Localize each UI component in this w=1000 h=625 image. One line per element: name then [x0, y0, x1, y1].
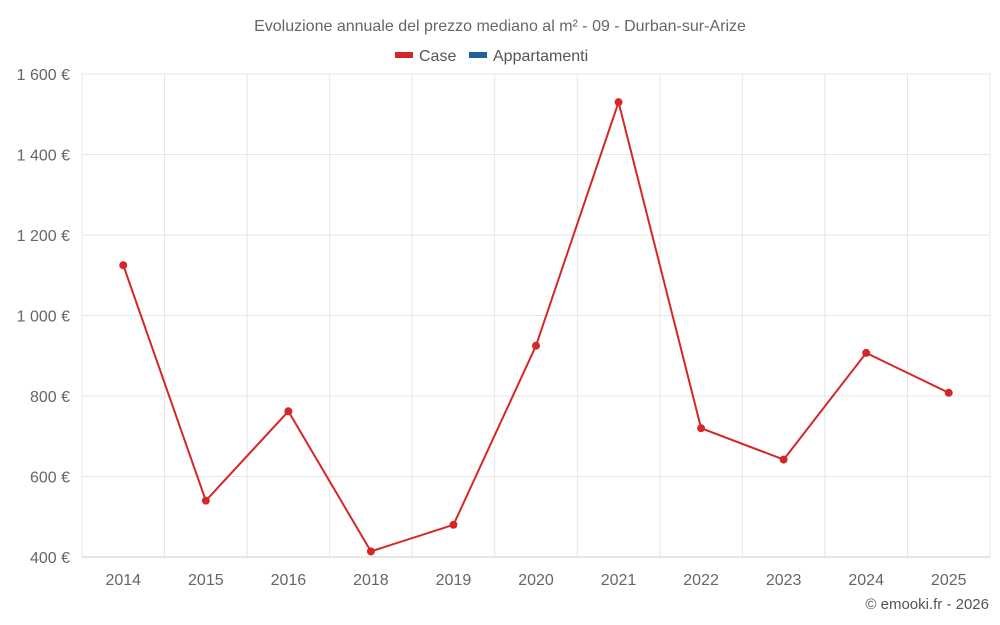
y-tick-label: 1 200 €: [17, 228, 70, 245]
x-tick-label: 2022: [683, 572, 719, 589]
legend-label-appartamenti: Appartamenti: [493, 48, 588, 65]
credit-text: © emooki.fr - 2026: [865, 596, 989, 613]
x-tick-label: 2014: [105, 572, 141, 589]
data-point-case[interactable]: [532, 341, 540, 350]
data-point-case[interactable]: [201, 496, 210, 505]
y-tick-label: 1 600 €: [17, 67, 70, 84]
legend-item-case[interactable]: Case: [395, 48, 456, 65]
x-tick-label: 2018: [353, 572, 389, 589]
data-point-case[interactable]: [862, 348, 871, 357]
x-tick-label: 2021: [601, 572, 637, 589]
y-tick-label: 600 €: [30, 470, 70, 487]
legend: Case Appartamenti: [395, 48, 588, 65]
data-point-case[interactable]: [614, 98, 623, 107]
legend-swatch-appartamenti: [469, 52, 487, 58]
chart-title: Evoluzione annuale del prezzo mediano al…: [254, 18, 746, 35]
x-axis-ticks: 2014 2015 2016 2018 2019 2020 2021 2022 2023 2024…: [105, 572, 966, 589]
data-point-case[interactable]: [284, 407, 293, 416]
data-point-case[interactable]: [366, 547, 375, 556]
grid: [81, 73, 991, 557]
data-point-case[interactable]: [697, 424, 706, 433]
x-tick-label: 2016: [271, 572, 307, 589]
legend-item-appartamenti[interactable]: Appartamenti: [469, 48, 588, 65]
data-point-case[interactable]: [119, 261, 128, 270]
legend-label-case: Case: [419, 48, 456, 65]
x-tick-label: 2023: [766, 572, 802, 589]
data-point-case[interactable]: [944, 388, 953, 397]
legend-swatch-case: [395, 52, 413, 58]
x-tick-label: 2024: [848, 572, 884, 589]
y-axis-ticks: 400 € 600 € 800 € 1 000 € 1 200 € 1 400 € 1 60…: [17, 67, 70, 567]
y-tick-label: 1 400 €: [17, 148, 70, 165]
x-tick-label: 2019: [436, 572, 472, 589]
data-point-case[interactable]: [449, 520, 458, 529]
x-tick-label: 2025: [931, 572, 967, 589]
y-tick-label: 800 €: [30, 389, 70, 406]
y-tick-label: 1 000 €: [17, 309, 70, 326]
data-point-case[interactable]: [779, 455, 788, 464]
y-tick-label: 400 €: [30, 550, 70, 567]
x-tick-label: 2015: [188, 572, 224, 589]
x-tick-label: 2020: [518, 572, 554, 589]
series-case: [119, 98, 953, 556]
